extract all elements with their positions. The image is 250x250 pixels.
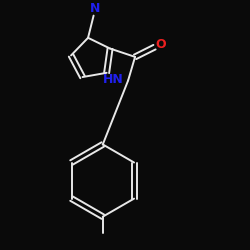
Text: HN: HN <box>102 72 123 86</box>
Text: O: O <box>155 38 166 52</box>
Text: N: N <box>90 2 100 15</box>
